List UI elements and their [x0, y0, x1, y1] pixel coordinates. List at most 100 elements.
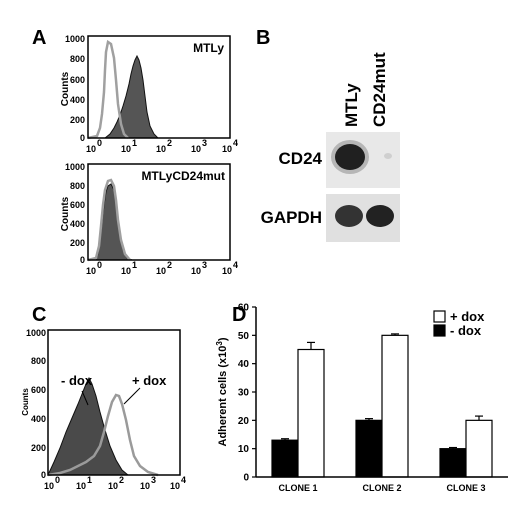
panel-b-blot: MTLy CD24mut CD24 GAPDH	[261, 52, 400, 242]
panel-a-bottom-ytick-400: 400	[70, 219, 85, 229]
panel-d-bar-chart: 0 10 20 30 40 50 60 CLONE 1 CLONE 2 CLONE 3 Adhe…	[215, 303, 508, 493]
y-tick-label: 40	[238, 359, 250, 370]
panel-c-ytick-0: 0	[41, 470, 46, 480]
lane-label-mtly: MTLy	[342, 83, 361, 127]
panel-c-xtick-exp: 1	[87, 475, 92, 485]
panel-a-bottom-xtick-exp: 0	[97, 260, 102, 270]
bar-minus-dox-1	[271, 439, 299, 478]
panel-c-ylabel: Counts	[21, 388, 30, 416]
panel-a-top-xtick-base: 10	[156, 144, 166, 154]
panel-a-top-ytick-1000: 1000	[65, 34, 85, 44]
panel-a-top-xticks: 10 0 10 1 10 2 10 3 10 4	[86, 138, 238, 154]
band-cd24-cd24mut	[384, 153, 392, 159]
legend-label-plus-dox: + dox	[450, 309, 485, 324]
panel-a-top-ytick-200: 200	[70, 115, 85, 125]
lane-label-cd24mut: CD24mut	[370, 52, 389, 127]
panel-d-ylabel: Adherent cells (x103)	[215, 337, 229, 446]
panel-a-bottom-xticks: 10 0 10 1 10 2 10 3 10 4	[86, 260, 238, 276]
panel-a-bottom-ylabel: Counts	[60, 196, 71, 231]
panel-letter-d: D	[232, 304, 246, 326]
panel-a-bottom-histogram: MTLyCD24mut Counts 1000 800 600 400 200 …	[60, 162, 238, 276]
panel-c-xtick-base: 10	[170, 481, 180, 491]
annotation-plus-dox: + dox	[132, 373, 167, 388]
bar-plus-dox-3	[465, 419, 493, 478]
panel-a-bottom-ytick-800: 800	[70, 181, 85, 191]
panel-a-bottom-frame	[87, 163, 231, 261]
panel-d-bars	[271, 333, 493, 478]
bar-plus-dox-1	[297, 348, 325, 478]
x-category-label: CLONE 1	[278, 483, 317, 493]
panel-c-ytick-800: 800	[31, 356, 46, 366]
y-tick-label: 20	[238, 416, 250, 427]
band-cd24-mtly-halo	[331, 140, 369, 174]
panel-c-xtick-exp: 2	[119, 475, 124, 485]
panel-letter-b: B	[256, 27, 270, 49]
panel-d-ylabel-tail: )	[217, 337, 229, 341]
y-tick-label: 60	[238, 303, 250, 314]
y-tick-label: 30	[238, 388, 250, 399]
panel-c-xtick-base: 10	[76, 481, 86, 491]
y-tick-label: 50	[238, 331, 250, 342]
panel-a-bottom-xtick-base: 10	[191, 266, 201, 276]
annotation-minus-dox-pointer	[81, 390, 89, 406]
panel-c-xtick-base: 10	[44, 481, 54, 491]
panel-c-xtick-base: 10	[140, 481, 150, 491]
panel-a-bottom-xtick-base: 10	[86, 266, 96, 276]
panel-c-ytick-400: 400	[31, 414, 46, 424]
panel-a-top-label: MTLy	[193, 41, 224, 55]
panel-a-top-xtick-exp: 0	[97, 138, 102, 148]
y-tick-label: 0	[243, 473, 249, 484]
bar-plus-dox-2	[381, 334, 409, 478]
legend-swatch-plus-dox	[433, 310, 446, 323]
legend-label-minus-dox: - dox	[450, 323, 482, 338]
histogram-plus-dox	[47, 393, 159, 477]
panel-a-bottom-xtick-base: 10	[121, 266, 131, 276]
y-tick-label: 10	[238, 444, 250, 455]
band-cd24-mtly	[335, 144, 365, 170]
histogram-control-line	[87, 39, 129, 140]
panel-a-top-ytick-800: 800	[70, 54, 85, 64]
panel-d-legend: + dox - dox	[433, 309, 485, 338]
panel-c-histogram: - dox + dox Counts 1000 800 600 400 200 …	[21, 328, 186, 491]
panel-a-bottom-xtick-exp: 3	[202, 260, 207, 270]
panel-a-top-xtick-base: 10	[222, 144, 232, 154]
panel-d-x-labels: CLONE 1 CLONE 2 CLONE 3	[278, 483, 485, 493]
panel-a-top-xtick-exp: 1	[132, 138, 137, 148]
panel-a-top-frame	[87, 35, 231, 139]
annotation-plus-dox-pointer	[123, 387, 141, 405]
panel-a-bottom-xtick-base: 10	[222, 266, 232, 276]
panel-c-xtick-exp: 0	[55, 475, 60, 485]
panel-a-top-xtick-base: 10	[86, 144, 96, 154]
panel-a-top-xtick-exp: 4	[233, 138, 238, 148]
panel-c-ytick-200: 200	[31, 443, 46, 453]
panel-a-bottom-label: MTLyCD24mut	[141, 169, 225, 183]
panel-c-xtick-exp: 4	[181, 475, 186, 485]
panel-c-ytick-600: 600	[31, 385, 46, 395]
row-label-gapdh: GAPDH	[261, 208, 322, 227]
bar-minus-dox-3	[439, 448, 467, 478]
histogram-minus-dox	[47, 376, 130, 476]
panel-a-top-ytick-400: 400	[70, 95, 85, 105]
panel-c-ytick-1000: 1000	[26, 328, 46, 338]
panel-d-ylabel-main: Adherent cells (x10	[217, 346, 229, 447]
band-gapdh-cd24mut	[366, 205, 394, 227]
histogram-filled-mtly	[88, 54, 160, 139]
row-label-cd24: CD24	[279, 149, 323, 168]
panel-a-top-xtick-base: 10	[121, 144, 131, 154]
panel-c-xtick-exp: 3	[151, 475, 156, 485]
panel-letter-c: C	[32, 304, 46, 326]
panel-a-top-histogram: MTLy Counts 1000 800 600 400 200 0 10 0 …	[60, 34, 238, 154]
panel-a-top-ylabel: Counts	[60, 71, 71, 106]
panel-d-ylabel-exp: 3	[215, 341, 224, 346]
panel-a-top-ytick-600: 600	[70, 75, 85, 85]
panel-a-bottom-xtick-exp: 2	[167, 260, 172, 270]
bar-minus-dox-2	[355, 419, 383, 478]
panel-a-top-xtick-exp: 2	[167, 138, 172, 148]
panel-a-top-ytick-0: 0	[80, 133, 85, 143]
panel-c-frame	[47, 329, 181, 476]
annotation-minus-dox: - dox	[61, 373, 93, 388]
panel-a-bottom-ytick-0: 0	[80, 255, 85, 265]
panel-a-bottom-ytick-1000: 1000	[65, 162, 85, 172]
histogram-filled-mtlycd24mut	[88, 183, 133, 261]
